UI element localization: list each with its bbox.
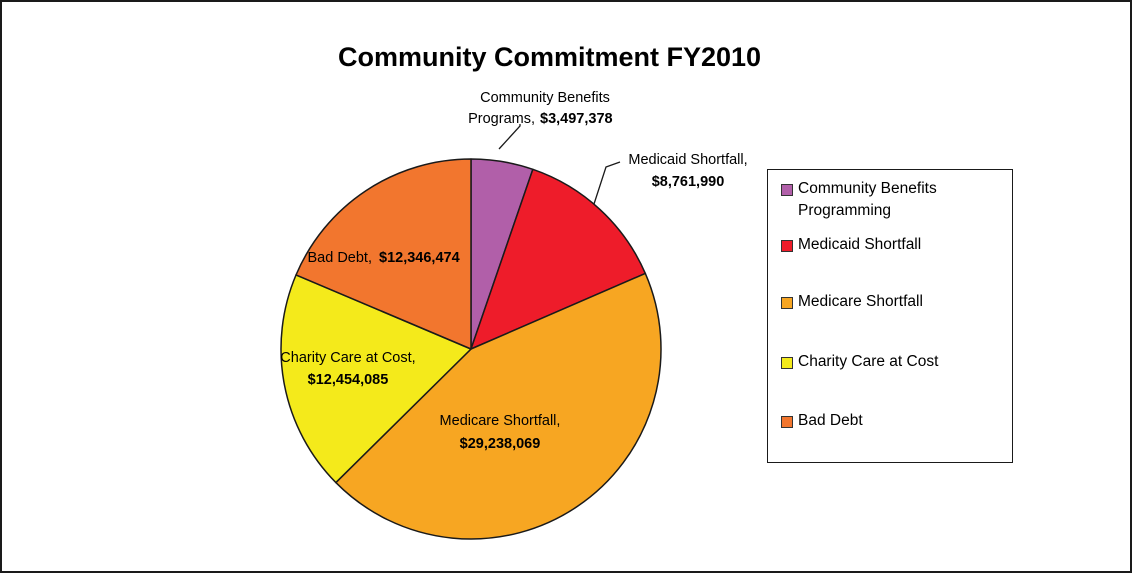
data-label-medicare-shortfall: Medicare Shortfall, (440, 413, 561, 429)
pie-slice-medicare-shortfall (335, 272, 662, 540)
legend-label: Medicare Shortfall (798, 293, 923, 310)
data-value-medicare-shortfall: $29,238,069 (460, 436, 541, 452)
leader-line-medicaid-shortfall (593, 161, 621, 205)
legend-swatch (781, 240, 793, 252)
legend-item-bad-debt: Bad Debt (781, 410, 1003, 432)
data-value-medicaid-shortfall: $8,761,990 (652, 174, 725, 190)
legend-swatch (781, 184, 793, 196)
data-label-charity-care: Charity Care at Cost, (280, 350, 415, 366)
legend: Community Benefits Programming Medicaid … (767, 169, 1013, 463)
data-label-community-benefits: Programs, (468, 111, 535, 127)
legend-item-medicaid-shortfall: Medicaid Shortfall (781, 234, 1003, 256)
pie-slice-bad-debt (295, 158, 472, 350)
legend-label: Medicaid Shortfall (798, 236, 922, 253)
legend-label: Bad Debt (798, 412, 863, 429)
legend-label: Community Benefits Programming (798, 180, 937, 219)
legend-item-medicare-shortfall: Medicare Shortfall (781, 291, 1003, 313)
pie-slice-medicaid-shortfall (470, 168, 647, 350)
data-value-bad-debt: $12,346,474 (379, 250, 460, 266)
legend-item-charity-care: Charity Care at Cost (781, 351, 1003, 373)
legend-swatch (781, 416, 793, 428)
chart-title: Community Commitment FY2010 (338, 42, 762, 72)
data-label-bad-debt: Bad Debt, (308, 250, 373, 266)
legend-swatch (781, 297, 793, 309)
data-label-community-benefits: Community Benefits (480, 90, 610, 106)
pie-slice-charity-care (280, 274, 472, 484)
legend-label: Charity Care at Cost (798, 353, 939, 370)
legend-swatch (781, 357, 793, 369)
data-value-charity-care: $12,454,085 (308, 372, 389, 388)
leader-line-community-benefits (498, 124, 521, 150)
data-label-medicaid-shortfall: Medicaid Shortfall, (628, 152, 747, 168)
data-value-community-benefits: $3,497,378 (540, 111, 613, 127)
legend-item-community-benefits: Community Benefits Programming (781, 178, 1003, 222)
